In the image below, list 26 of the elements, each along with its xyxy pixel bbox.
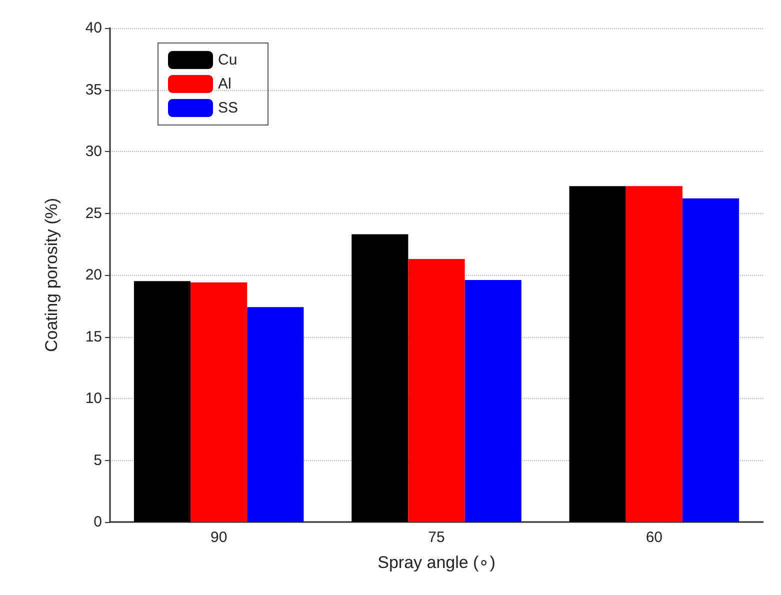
bar: [464, 280, 522, 522]
y-tick-label: 0: [94, 514, 102, 530]
y-tick-label: 20: [85, 266, 102, 284]
bar: [247, 307, 304, 522]
y-axis-title: Coating porosity (%): [42, 198, 61, 352]
x-axis-title: Spray angle (∘): [378, 553, 496, 572]
y-tick-label: 35: [85, 81, 102, 98]
bar: [190, 282, 248, 522]
y-tick-label: 10: [85, 390, 102, 407]
y-tick-label: 30: [85, 143, 102, 160]
bar: [626, 186, 682, 522]
y-tick-label: 40: [85, 20, 102, 36]
x-tick-label: 60: [646, 529, 663, 546]
bar: [682, 198, 740, 522]
y-tick-label: 5: [94, 452, 102, 469]
x-tick-label: 90: [210, 529, 228, 546]
legend-label: Cu: [218, 52, 238, 68]
legend-label: SS: [218, 100, 238, 116]
y-tick-label: 15: [85, 328, 102, 346]
bar: [352, 234, 408, 522]
bar: [408, 258, 465, 522]
bar: [134, 281, 191, 522]
bar: [569, 186, 626, 522]
x-tick-label: 75: [428, 529, 445, 546]
y-tick-label: 25: [85, 204, 102, 222]
legend-label: Al: [218, 76, 232, 92]
